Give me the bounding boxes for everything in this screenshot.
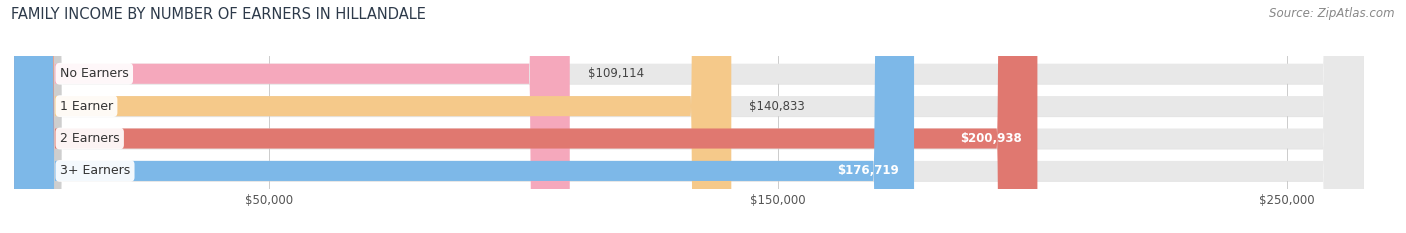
Text: FAMILY INCOME BY NUMBER OF EARNERS IN HILLANDALE: FAMILY INCOME BY NUMBER OF EARNERS IN HI… xyxy=(11,7,426,22)
Text: 2 Earners: 2 Earners xyxy=(60,132,120,145)
FancyBboxPatch shape xyxy=(14,0,731,233)
FancyBboxPatch shape xyxy=(21,0,1364,233)
FancyBboxPatch shape xyxy=(14,0,914,233)
FancyBboxPatch shape xyxy=(14,0,1364,233)
Text: $140,833: $140,833 xyxy=(749,100,804,113)
FancyBboxPatch shape xyxy=(21,0,1364,233)
FancyBboxPatch shape xyxy=(14,0,1364,233)
FancyBboxPatch shape xyxy=(14,0,1038,233)
Text: Source: ZipAtlas.com: Source: ZipAtlas.com xyxy=(1270,7,1395,20)
FancyBboxPatch shape xyxy=(14,0,1364,233)
Text: 3+ Earners: 3+ Earners xyxy=(60,164,131,177)
Text: No Earners: No Earners xyxy=(60,67,128,80)
FancyBboxPatch shape xyxy=(21,0,1364,233)
FancyBboxPatch shape xyxy=(14,0,569,233)
FancyBboxPatch shape xyxy=(14,0,1364,233)
Text: 1 Earner: 1 Earner xyxy=(60,100,112,113)
Text: $200,938: $200,938 xyxy=(960,132,1022,145)
FancyBboxPatch shape xyxy=(21,0,1364,233)
Text: $176,719: $176,719 xyxy=(837,164,898,177)
Text: $109,114: $109,114 xyxy=(588,67,644,80)
